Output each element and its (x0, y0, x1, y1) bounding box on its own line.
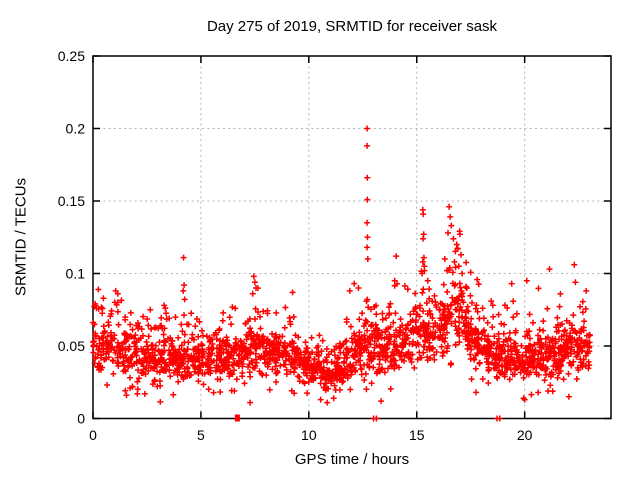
y-tick-label: 0.15 (58, 193, 85, 209)
x-tick-label: 15 (409, 427, 425, 443)
x-axis-label: GPS time / hours (294, 451, 410, 468)
x-tick-label: 0 (89, 427, 97, 443)
y-tick-label: 0.2 (66, 121, 86, 137)
plot-border (92, 55, 612, 420)
x-tick-label: 20 (517, 427, 533, 443)
plot-title: Day 275 of 2019, SRMTID for receiver sas… (206, 18, 498, 35)
y-tick-label: 0.1 (66, 266, 86, 282)
x-tick-label: 5 (197, 427, 205, 443)
scatter-points (90, 125, 593, 422)
y-tick-label: 0 (77, 411, 85, 427)
x-tick-label: 10 (301, 427, 317, 443)
y-tick-label: 0.05 (58, 338, 85, 354)
zero-square-marker (234, 414, 240, 422)
y-tick-label: 0.25 (58, 48, 85, 64)
